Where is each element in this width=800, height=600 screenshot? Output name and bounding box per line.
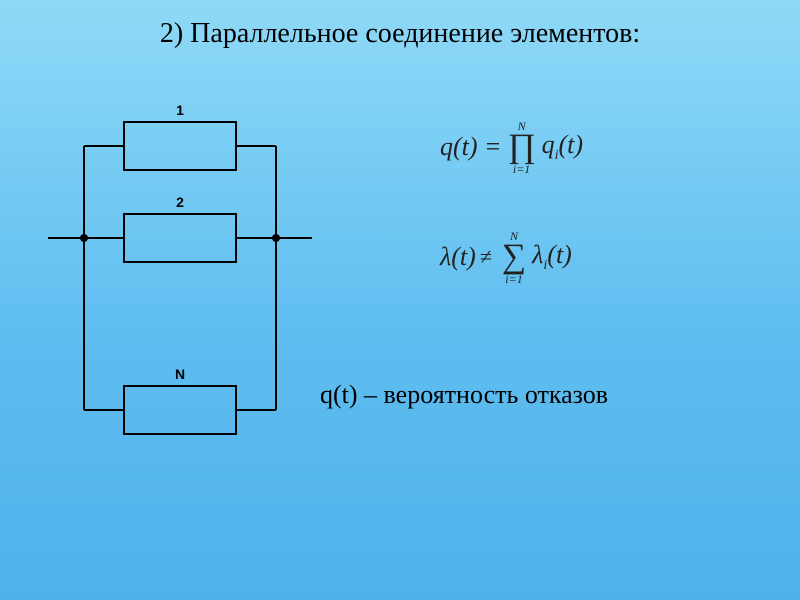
block-label-2: 2 — [170, 194, 190, 210]
formulas: q(t) = N ∏ i=1 qi(t) λ(t) ≠ N ∑ i=1 λi(t… — [400, 120, 760, 360]
rhs-main: q — [542, 130, 555, 159]
neq-sign: ≠ — [480, 244, 492, 270]
parallel-diagram: 1 2 N — [30, 90, 330, 470]
formula-q-rhs: qi(t) — [542, 130, 583, 164]
product-operator: N ∏ i=1 — [508, 120, 536, 175]
block-label-1: 1 — [170, 102, 190, 118]
block-label-n: N — [170, 366, 190, 382]
prod-symbol: ∏ — [508, 132, 536, 163]
formula-l-rhs: λi(t) — [532, 240, 572, 274]
sum-symbol: ∑ — [502, 242, 526, 273]
caption-q: q(t) – вероятность отказов — [320, 380, 608, 410]
formula-l-lhs: λ(t) — [440, 242, 476, 272]
formula-lambda: λ(t) ≠ N ∑ i=1 λi(t) — [440, 230, 572, 285]
sum-lower: i=1 — [502, 273, 526, 285]
sum-operator: N ∑ i=1 — [502, 230, 526, 285]
formula-q-lhs: q(t) = — [440, 132, 502, 162]
l-rhs-tail: (t) — [547, 240, 572, 269]
slide-title: 2) Параллельное соединение элементов: — [0, 18, 800, 50]
rhs-tail: (t) — [558, 130, 583, 159]
diagram-svg — [30, 90, 330, 470]
l-rhs-main: λ — [532, 240, 543, 269]
formula-q: q(t) = N ∏ i=1 qi(t) — [440, 120, 583, 175]
